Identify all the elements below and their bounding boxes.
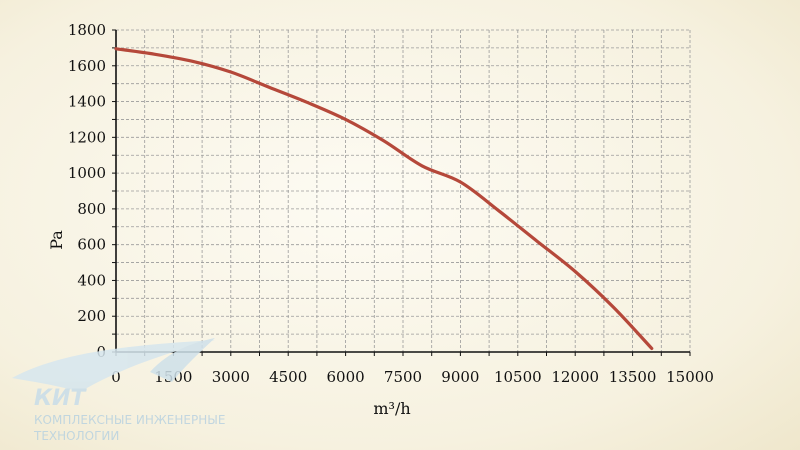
y-tick-label: 1200: [68, 128, 106, 146]
y-tick-label: 200: [77, 307, 106, 325]
x-tick-label: 4500: [269, 368, 307, 386]
x-tick-label: 13500: [609, 368, 657, 386]
y-tick-label: 1400: [68, 93, 106, 111]
y-tick-label: 800: [77, 200, 106, 218]
axes: [112, 29, 691, 356]
logo-wave-icon: [12, 340, 215, 392]
grid: [116, 29, 691, 352]
x-tick-label: 7500: [384, 368, 422, 386]
y-tick-label: 400: [77, 271, 106, 289]
x-tick-label: 12000: [551, 368, 599, 386]
x-axis-label: m³/h: [373, 399, 410, 418]
series-group: [114, 47, 654, 351]
logo-line2: ТЕХНОЛОГИИ: [33, 429, 119, 443]
logo-fin-icon: [150, 338, 215, 382]
y-tick-label: 1600: [68, 57, 106, 75]
company-logo: КИТ КОМПЛЕКСНЫЕ ИНЖЕНЕРНЫЕ ТЕХНОЛОГИИ: [12, 338, 225, 443]
y-tick-label: 600: [77, 236, 106, 254]
logo-line1: КОМПЛЕКСНЫЕ ИНЖЕНЕРНЫЕ: [34, 413, 225, 427]
x-tick-label: 10500: [494, 368, 542, 386]
y-tick-label: 1800: [68, 21, 106, 39]
x-tick-label: 9000: [441, 368, 479, 386]
logo-word: КИТ: [34, 386, 87, 411]
x-tick-label: 6000: [327, 368, 365, 386]
x-tick-label: 3000: [212, 368, 250, 386]
series-line: [114, 47, 654, 351]
y-axis-label: Pa: [47, 230, 66, 250]
x-tick-labels: 0150030004500600075009000105001200013500…: [111, 368, 714, 386]
x-tick-label: 0: [111, 368, 121, 386]
x-tick-label: 15000: [666, 368, 714, 386]
y-tick-label: 1000: [68, 164, 106, 182]
